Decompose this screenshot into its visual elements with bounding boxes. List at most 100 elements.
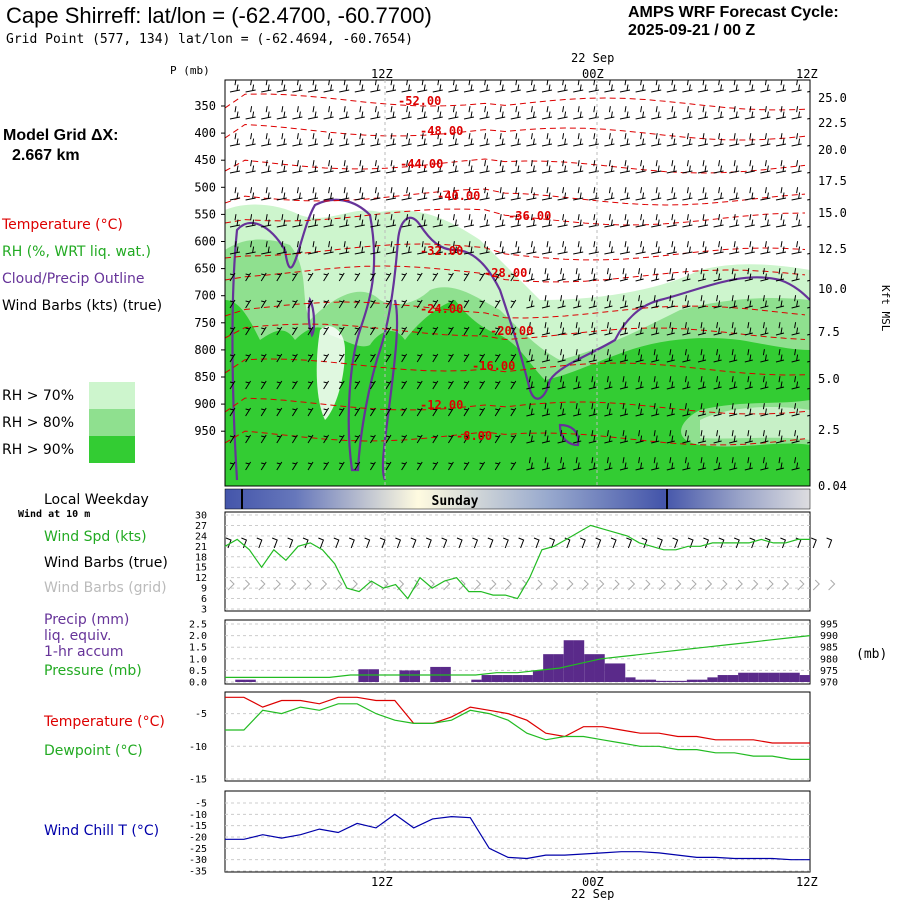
wind-barb xyxy=(276,160,287,174)
wind-barbs-true-label: Wind Barbs (true) xyxy=(44,555,168,571)
wind-barb xyxy=(775,295,785,309)
wind-barb-grid xyxy=(304,579,312,591)
wind-barb xyxy=(635,430,644,444)
wind-barb xyxy=(276,434,283,444)
wind-barb xyxy=(401,272,408,282)
wind-barb xyxy=(557,430,566,444)
precip-bar xyxy=(481,675,492,682)
precip-bar xyxy=(563,640,574,682)
wind-barb xyxy=(697,106,709,120)
wind-barb xyxy=(245,214,256,228)
wind-barb xyxy=(604,133,615,147)
wind-barb xyxy=(619,349,629,363)
wind-barb xyxy=(417,133,428,147)
dew-label: Dewpoint (°C) xyxy=(44,743,143,759)
wind-barb xyxy=(588,376,597,390)
wind-barb xyxy=(619,322,629,336)
wind-barb xyxy=(604,403,613,417)
wind-barb xyxy=(307,160,319,174)
wind-barb xyxy=(323,272,330,282)
wind-barb xyxy=(744,403,753,417)
wind-barb xyxy=(588,241,599,255)
wind-barb xyxy=(697,187,709,201)
wind-barb xyxy=(666,457,675,471)
wind-barb xyxy=(401,380,408,390)
wind-barb xyxy=(401,461,408,471)
wind-barb xyxy=(463,299,470,309)
wind-barb xyxy=(416,407,423,417)
wind-barb xyxy=(307,133,319,147)
wind-barb xyxy=(729,349,738,363)
wind-barb-grid xyxy=(243,579,251,591)
wind-barb xyxy=(432,407,439,417)
wind-barb-grid xyxy=(227,579,235,591)
wind-barb xyxy=(323,380,330,390)
wind-barb xyxy=(666,106,677,120)
precip-bar xyxy=(368,669,379,682)
wind-barb xyxy=(651,349,660,363)
wind-barb xyxy=(697,430,707,444)
wind-barb xyxy=(510,299,517,309)
wind-barb-grid xyxy=(828,579,836,591)
wind-barb xyxy=(744,457,753,471)
wind-barb xyxy=(385,160,397,174)
precip-bar xyxy=(235,679,246,682)
wind-barb xyxy=(697,403,707,417)
wind-barb xyxy=(229,106,241,120)
wind-barb xyxy=(760,322,769,336)
wind-barb xyxy=(526,241,537,255)
wind-barb xyxy=(541,133,553,147)
wind-barb xyxy=(651,295,660,309)
wind-barb xyxy=(401,106,412,120)
weekday-title: Local Weekday xyxy=(44,492,149,508)
precip-bar xyxy=(543,654,554,682)
wind-barb xyxy=(541,106,553,120)
wind-barb xyxy=(541,322,551,336)
wind-barb xyxy=(619,457,629,471)
wind-barb xyxy=(323,434,330,444)
wind-barb xyxy=(307,380,314,390)
wind-barb xyxy=(448,133,459,147)
wind-barb xyxy=(697,295,707,309)
wind-barb xyxy=(729,457,738,471)
wind-barb-grid xyxy=(658,579,666,591)
height-tick-label: 5.0 xyxy=(818,372,840,386)
wind-barb xyxy=(338,299,345,309)
wind-barb xyxy=(291,353,298,363)
wind-barbs-grid-label: Wind Barbs (grid) xyxy=(44,580,167,596)
precip-liq-label: liq. equiv. xyxy=(44,628,112,644)
wind-barb-true xyxy=(657,537,663,549)
wind-barb xyxy=(229,187,241,201)
precip-bar xyxy=(512,675,523,682)
wind-barb xyxy=(307,434,314,444)
wind-barb xyxy=(447,353,454,363)
wind-barb xyxy=(651,214,662,228)
wind-barb xyxy=(807,407,810,417)
wind-barb-true xyxy=(333,537,340,549)
wind-barb xyxy=(245,241,256,255)
wind-barb xyxy=(447,407,454,417)
precip-bar xyxy=(686,679,698,682)
wind-barb xyxy=(713,160,724,174)
wind-barb xyxy=(510,380,517,390)
wind-barb xyxy=(338,407,345,417)
legend-rh90-label: RH > 90% xyxy=(2,442,75,458)
wind-panel-frame xyxy=(224,511,811,612)
wind-barb xyxy=(807,225,810,228)
wind-barb xyxy=(401,133,412,147)
wind-barb xyxy=(791,106,802,120)
wind-barb xyxy=(729,106,740,120)
wind-barb xyxy=(291,461,298,471)
height-unit-label: Kft MSL xyxy=(879,285,892,332)
wind-barb-grid xyxy=(766,579,774,591)
wind-barb xyxy=(651,457,660,471)
precip-bar xyxy=(727,675,739,682)
wind-barb xyxy=(276,380,283,390)
wind-barb xyxy=(260,326,267,336)
precip-bar xyxy=(635,679,646,682)
pressure-tick-label: 600 xyxy=(194,235,216,249)
wind-barb-grid xyxy=(674,579,682,591)
bottom-date-label: 22 Sep xyxy=(571,887,614,900)
wind-barb xyxy=(619,376,629,390)
wind-barb xyxy=(760,295,769,309)
